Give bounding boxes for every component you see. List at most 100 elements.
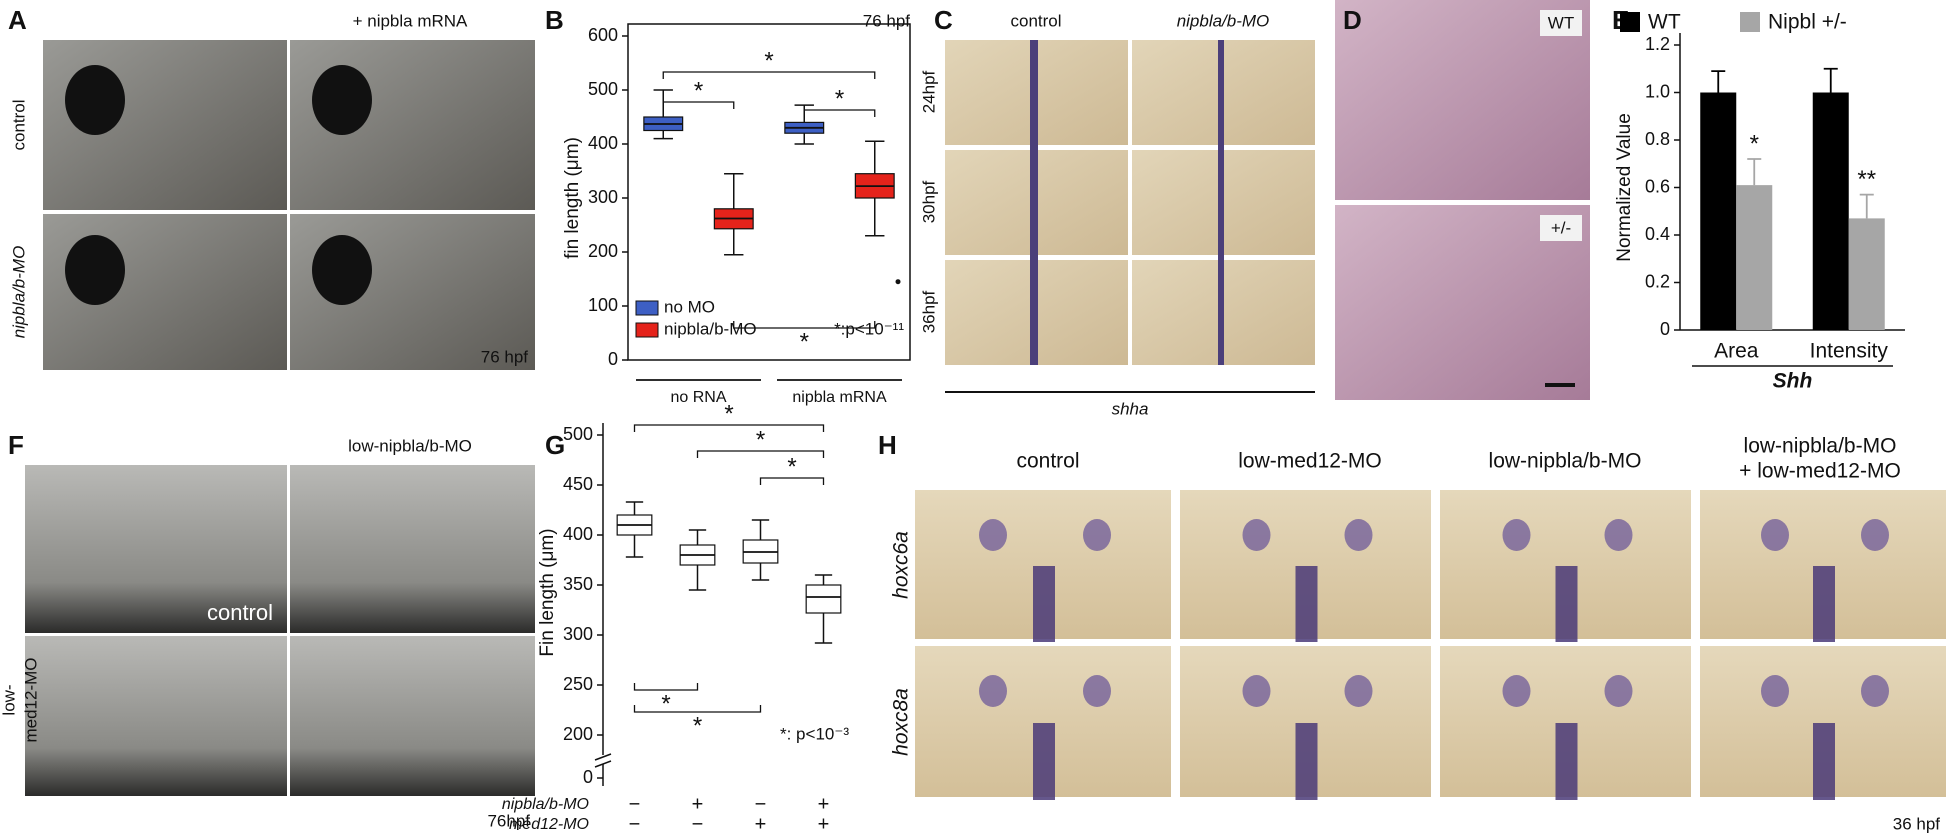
image-grid	[945, 40, 1315, 365]
midline	[1295, 566, 1318, 642]
row-label: control	[9, 99, 28, 150]
stain	[979, 675, 1007, 707]
y-tick-label: 300	[563, 624, 593, 644]
panel-letter: D	[1343, 5, 1362, 35]
x-tick-label: Area	[1714, 340, 1759, 363]
row-label: med12-MO	[21, 657, 40, 742]
stage-label: 36 hpf	[1893, 814, 1941, 833]
condition-sign: +	[755, 813, 767, 835]
condition-sign: −	[629, 813, 641, 835]
row-label: 30hpf	[919, 180, 938, 223]
column-label: low-nipbla/b-MO	[1744, 435, 1897, 458]
significance-label: **	[1857, 166, 1876, 193]
panel-letter: A	[8, 5, 27, 35]
chart-g: G Fin length (μm) 0 200 250 300 350 400 450 500 * *…	[502, 400, 849, 835]
stain	[1083, 519, 1111, 551]
panel-a: A + nipbla mRNA control nipbla/b-MO 76 h…	[8, 5, 535, 370]
y-axis-label: fin length (μm)	[562, 137, 583, 259]
significance-label: *	[764, 47, 773, 74]
legend-label: Nipbl +/-	[1768, 11, 1847, 34]
column-label: + nipbla mRNA	[353, 11, 468, 30]
x-axis-label: Shh	[1773, 370, 1813, 393]
x-tick-label: nipbla mRNA	[792, 389, 887, 406]
midline	[1033, 566, 1055, 642]
panel-letter: C	[934, 5, 953, 35]
y-tick-label: 300	[588, 187, 618, 207]
column-label: low-nipbla/b-MO	[348, 436, 472, 455]
annotation: *:p<10⁻¹¹	[834, 319, 904, 338]
row-label: WT	[1548, 13, 1574, 32]
eye	[65, 235, 125, 305]
legend-swatch	[1740, 12, 1760, 32]
gene-label: shha	[1112, 399, 1149, 418]
condition-sign: −	[629, 793, 641, 815]
y-tick-label: 200	[563, 724, 593, 744]
row-label: hoxc6a	[890, 531, 913, 599]
chart-title: 76 hpf	[863, 11, 911, 30]
significance-bracket	[633, 424, 825, 432]
significance-label: *	[756, 426, 765, 453]
significance-bracket	[633, 705, 762, 713]
bar	[1848, 218, 1885, 330]
row-label: hoxc8a	[890, 688, 913, 756]
significance-bracket	[759, 477, 825, 485]
image	[290, 465, 535, 633]
error-bar	[1747, 158, 1762, 186]
midline	[1555, 566, 1578, 642]
y-tick-label: 0.8	[1645, 129, 1670, 149]
panel-letter: G	[545, 430, 565, 460]
significance-label: *	[661, 690, 670, 717]
outlier	[895, 279, 901, 285]
stain	[1242, 519, 1271, 551]
stage-label: 76 hpf	[481, 347, 529, 366]
column-label: + low-med12-MO	[1739, 460, 1901, 483]
condition-sign: +	[818, 793, 830, 815]
y-tick-label: 500	[588, 79, 618, 99]
column-label: control	[1010, 11, 1061, 30]
condition-sign: +	[818, 813, 830, 835]
midline	[1813, 566, 1835, 642]
y-axis-label: Fin length (μm)	[537, 528, 558, 656]
significance-bracket	[696, 450, 825, 458]
chart-e: ENormalized Value00.20.40.60.81.01.2Area…	[1612, 5, 1905, 393]
chart-b: B 76 hpf fin length (μm) 0 100 200 300 400 500 60…	[545, 5, 911, 406]
y-tick-label: 600	[588, 25, 618, 45]
column-label: nipbla/b-MO	[1177, 11, 1270, 30]
panel-f: F low-nipbla/b-MO control low- med12-MO …	[0, 430, 535, 830]
eye	[65, 65, 125, 135]
significance-label: *	[693, 712, 702, 739]
legend-label: nipbla/b-MO	[664, 319, 757, 338]
stain	[1344, 519, 1373, 551]
y-tick-label: 0	[608, 349, 618, 369]
stain	[1861, 519, 1889, 551]
condition-sign: +	[692, 793, 704, 815]
stain	[1344, 675, 1373, 707]
panel-letter: B	[545, 5, 564, 35]
bar	[1700, 92, 1737, 330]
legend-swatch	[635, 300, 659, 316]
legend-swatch	[1620, 12, 1640, 32]
y-tick-label: 350	[563, 574, 593, 594]
y-tick-label: 1.0	[1645, 81, 1670, 101]
significance-label: *	[724, 400, 733, 427]
y-tick-label: 0.6	[1645, 176, 1670, 196]
panel-d: D WT +/-	[1335, 0, 1590, 400]
significance-label: *	[800, 328, 809, 355]
legend-label: no MO	[664, 297, 715, 316]
error-bar	[1859, 193, 1874, 219]
bar	[1736, 185, 1773, 330]
condition-label: med12-MO	[509, 816, 589, 833]
panel-c: C control nipbla/b-MO 24hpf 30hpf 36hpf …	[919, 5, 1315, 418]
midline	[1555, 723, 1578, 800]
y-tick-label: 0	[583, 767, 593, 787]
error-bar	[1711, 70, 1726, 93]
x-tick-label: no RNA	[670, 389, 726, 406]
midline	[1295, 723, 1318, 800]
y-tick-label: 0	[1660, 319, 1670, 339]
image	[25, 465, 287, 633]
stain	[1604, 675, 1633, 707]
y-tick-label: 1.2	[1645, 34, 1670, 54]
column-label: low-nipbla/b-MO	[1489, 450, 1642, 473]
plot-frame	[627, 23, 911, 361]
